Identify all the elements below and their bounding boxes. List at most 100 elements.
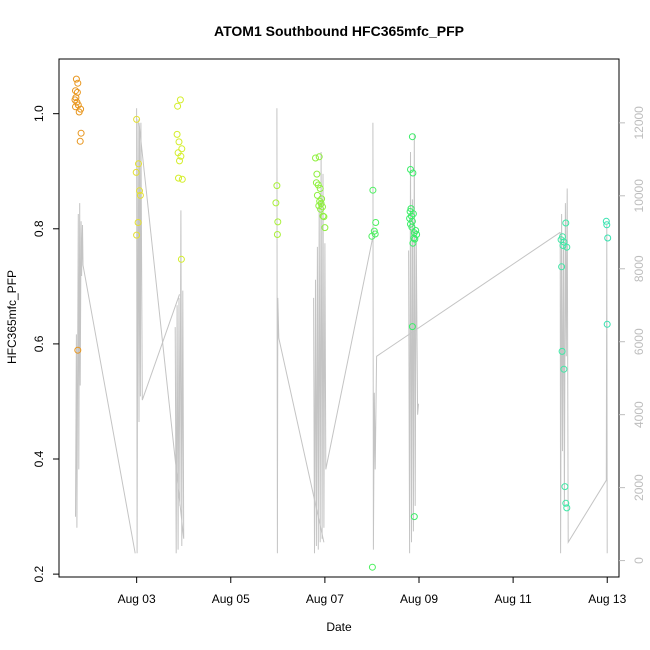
trace-segment-6: [408, 133, 419, 554]
data-point: [603, 221, 611, 229]
secondary-trace-layer: [75, 108, 608, 554]
data-point: [177, 255, 185, 263]
x-tick-label: Aug 05: [212, 592, 250, 606]
data-point: [321, 224, 329, 232]
data-point: [272, 199, 280, 207]
data-point: [407, 166, 414, 173]
data-point: [561, 483, 569, 491]
data-point: [562, 499, 570, 507]
y-tick-label: 1.0: [32, 105, 46, 122]
data-point: [175, 138, 183, 146]
x-tick-label: Aug 11: [495, 592, 532, 606]
data-point: [74, 346, 82, 354]
data-point: [133, 231, 141, 239]
y2-tick-label: 2000: [632, 474, 646, 501]
trace-segment-4: [313, 151, 375, 554]
y-tick-label: 0.2: [32, 565, 46, 582]
data-point: [71, 96, 79, 104]
x-tick-label: Aug 07: [306, 592, 344, 606]
data-point: [177, 152, 185, 160]
data-point: [410, 234, 418, 242]
y2-tick-label: 6000: [632, 328, 646, 355]
data-point: [72, 87, 79, 95]
x-tick-label: Aug 09: [400, 592, 438, 606]
data-point: [318, 195, 326, 203]
data-point: [312, 154, 319, 162]
trace-segment-1: [136, 108, 180, 554]
x-axis: Aug 03 Aug 05 Aug 07 Aug 09 Aug 11 Aug 13: [118, 577, 627, 606]
data-point: [72, 75, 80, 83]
data-point: [136, 187, 143, 195]
data-point: [176, 96, 184, 104]
data-point: [368, 232, 376, 240]
x-axis-label: Date: [326, 620, 352, 634]
data-point: [559, 242, 567, 249]
data-point: [313, 170, 321, 178]
trace-segment-7: [559, 188, 608, 554]
data-point: [558, 347, 566, 355]
y2-tick-label: 12000: [632, 106, 646, 140]
trace-segment-0: [75, 203, 136, 554]
data-point: [76, 137, 84, 145]
data-point: [602, 217, 610, 225]
y2-axis: 0 2000 4000 6000 8000 10000 12000: [619, 106, 646, 564]
data-point: [319, 203, 326, 211]
data-point: [178, 175, 186, 183]
trace-segment-2: [138, 122, 185, 554]
data-point: [174, 102, 182, 110]
data-point: [409, 239, 417, 247]
y2-tick-label: 8000: [632, 255, 646, 282]
data-point: [410, 513, 418, 521]
data-point: [273, 231, 281, 238]
data-point: [560, 238, 568, 246]
data-point: [560, 365, 568, 373]
data-point: [312, 179, 320, 187]
data-point: [133, 115, 141, 123]
data-point: [317, 205, 325, 213]
data-point: [178, 145, 186, 153]
trace-segment-3: [276, 108, 325, 554]
data-point: [135, 160, 142, 168]
y2-tick-label: 10000: [632, 179, 646, 213]
y2-tick-label: 0: [632, 557, 646, 564]
data-point: [563, 504, 571, 512]
y2-tick-label: 4000: [632, 401, 646, 428]
points-layer: [71, 75, 612, 571]
data-point: [274, 218, 282, 226]
data-point: [75, 108, 83, 116]
data-point: [313, 191, 321, 199]
data-point: [558, 263, 566, 271]
data-point: [372, 219, 380, 226]
y-tick-label: 0.6: [32, 335, 46, 352]
data-point: [603, 320, 611, 328]
data-point: [409, 169, 417, 177]
data-point: [136, 191, 144, 199]
y-axis-label: HFC365mfc_PFP: [5, 270, 19, 364]
data-point: [604, 234, 612, 242]
x-tick-label: Aug 13: [588, 592, 626, 606]
data-point: [173, 130, 181, 138]
data-point: [320, 213, 328, 221]
data-point: [408, 212, 415, 220]
data-point: [562, 219, 570, 227]
y-tick-label: 0.8: [32, 220, 46, 237]
data-point: [315, 202, 323, 210]
data-point: [316, 185, 324, 192]
data-point: [134, 219, 142, 226]
data-point: [369, 186, 377, 194]
data-point: [411, 235, 419, 243]
chart-title: ATOM1 Southbound HFC365mfc_PFP: [214, 23, 464, 39]
x-tick-label: Aug 03: [118, 592, 156, 606]
data-point: [176, 157, 183, 165]
data-point: [77, 129, 85, 137]
data-point: [132, 168, 140, 176]
data-point: [408, 133, 416, 141]
data-point: [273, 182, 281, 190]
data-point: [314, 181, 322, 189]
y-axis: 0.2 0.4 0.6 0.8 1.0: [32, 105, 59, 582]
data-point: [408, 323, 416, 331]
data-point: [409, 210, 417, 218]
data-point: [563, 243, 571, 251]
data-point: [315, 153, 323, 161]
